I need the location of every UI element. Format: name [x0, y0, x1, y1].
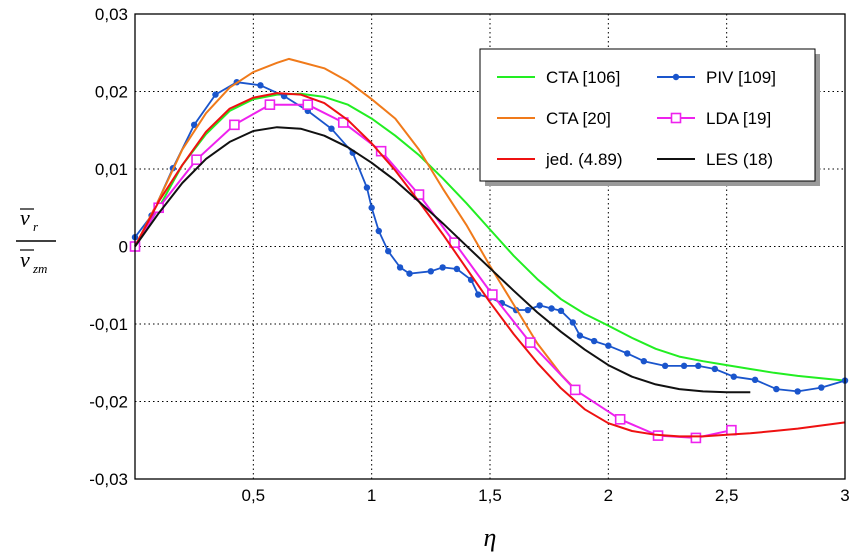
x-tick-label: 2,5	[715, 486, 739, 505]
series-layer	[129, 57, 849, 444]
series-les-18	[134, 126, 751, 394]
legend-label-cta-106: CTA [106]	[546, 68, 620, 87]
y-axis-title: v r v zm	[16, 205, 56, 276]
data-point-piv-109	[328, 125, 335, 132]
data-point-lda-19	[302, 99, 314, 110]
data-point-lda-19	[264, 99, 276, 110]
data-point-piv-109	[576, 332, 584, 339]
legend-item-cta-106: CTA [106]	[497, 68, 620, 87]
data-point-piv-109	[711, 365, 719, 373]
data-point-piv-109	[695, 362, 702, 370]
y-tick-label: -0,03	[89, 470, 128, 489]
series-cta-106	[134, 92, 846, 382]
x-tick-label: 0,5	[242, 486, 266, 505]
data-point-piv-109	[590, 337, 598, 345]
data-point-piv-109	[624, 350, 631, 357]
data-point-piv-109	[548, 305, 555, 312]
x-tick-label: 3	[840, 486, 849, 505]
data-point-piv-109	[730, 373, 737, 380]
series-line-jed-4-89	[134, 92, 846, 438]
data-point-piv-109	[257, 82, 264, 89]
data-point-piv-109	[396, 264, 404, 271]
data-point-piv-109	[661, 362, 669, 370]
data-point-piv-109	[640, 358, 648, 365]
legend-label-les-18: LES (18)	[706, 150, 773, 169]
legend-item-lda-19: LDA [19]	[657, 109, 771, 128]
data-point-piv-109	[439, 264, 446, 271]
series-line-cta-106	[134, 92, 846, 382]
x-tick-label: 1,5	[478, 486, 502, 505]
y-denominator-subscript: zm	[32, 261, 47, 276]
data-point-piv-109	[794, 388, 801, 395]
legend-label-jed-4-89: jed. (4.89)	[545, 150, 623, 169]
legend-item-piv-109: PIV [109]	[657, 68, 776, 87]
x-tick-label: 2	[604, 486, 613, 505]
data-point-piv-109	[557, 307, 565, 315]
series-jed-4-89	[134, 92, 846, 438]
data-point-piv-109	[751, 376, 759, 383]
data-point-piv-109	[385, 247, 392, 255]
legend-item-cta-20: CTA [20]	[497, 109, 611, 128]
data-point-lda-19	[229, 119, 240, 131]
data-point-piv-109	[680, 362, 688, 370]
data-point-piv-109	[569, 319, 577, 326]
series-line-cta-20	[134, 57, 574, 388]
x-axis-title: η	[484, 523, 497, 552]
plot-frame	[134, 13, 846, 480]
data-point-piv-109	[605, 342, 612, 349]
data-point-piv-109	[406, 270, 413, 277]
y-tick-label: -0,01	[89, 315, 128, 334]
x-tick-label: 1	[367, 486, 376, 505]
data-point-lda-19	[690, 432, 702, 444]
series-lda-19	[129, 99, 737, 444]
data-point-lda-19	[614, 414, 626, 425]
legend: CTA [106] PIV [109] CTA [20] LDA [19] jed. (…	[479, 48, 820, 186]
legend-label-lda-19: LDA [19]	[706, 109, 771, 128]
series-cta-20	[134, 57, 574, 388]
y-denominator: v	[20, 247, 30, 272]
data-point-piv-109	[212, 91, 219, 98]
y-tick-label: 0,01	[95, 160, 128, 179]
legend-marker-piv-109	[672, 73, 680, 81]
data-point-piv-109	[453, 265, 461, 273]
y-tick-label: 0,03	[95, 5, 128, 24]
data-point-piv-109	[427, 268, 435, 275]
legend-marker-lda-19	[670, 112, 682, 124]
legend-item-les-18: LES (18)	[657, 150, 773, 169]
data-point-piv-109	[363, 184, 371, 191]
tick-labels: 0,5 1 1,5 2 2,5 3 -0,03 -0,02 -0,01 0 0,01 0,02 0,03	[89, 5, 849, 505]
data-point-piv-109	[524, 306, 532, 314]
data-point-piv-109	[375, 227, 382, 235]
y-tick-label: 0,02	[95, 83, 128, 102]
legend-label-cta-20: CTA [20]	[546, 109, 611, 128]
data-point-piv-109	[773, 385, 780, 393]
legend-label-piv-109: PIV [109]	[706, 68, 776, 87]
data-point-piv-109	[818, 384, 825, 391]
legend-item-jed-4-89: jed. (4.89)	[497, 150, 623, 169]
series-line-les-18	[134, 126, 751, 394]
y-tick-label: -0,02	[89, 393, 128, 412]
legend-box	[479, 48, 816, 182]
y-numerator: v	[20, 205, 30, 230]
data-point-piv-109	[536, 302, 543, 309]
data-point-piv-109	[368, 204, 375, 211]
data-point-lda-19	[449, 237, 460, 248]
data-point-piv-109	[190, 121, 198, 129]
y-numerator-subscript: r	[33, 219, 39, 234]
data-point-lda-19	[569, 384, 581, 396]
data-point-lda-19	[191, 154, 202, 165]
data-point-lda-19	[487, 289, 498, 300]
data-point-lda-19	[524, 337, 536, 348]
y-tick-label: 0	[119, 238, 128, 257]
legend-items: CTA [106] PIV [109] CTA [20] LDA [19] jed. (…	[497, 68, 776, 169]
data-point-piv-109	[474, 291, 482, 298]
